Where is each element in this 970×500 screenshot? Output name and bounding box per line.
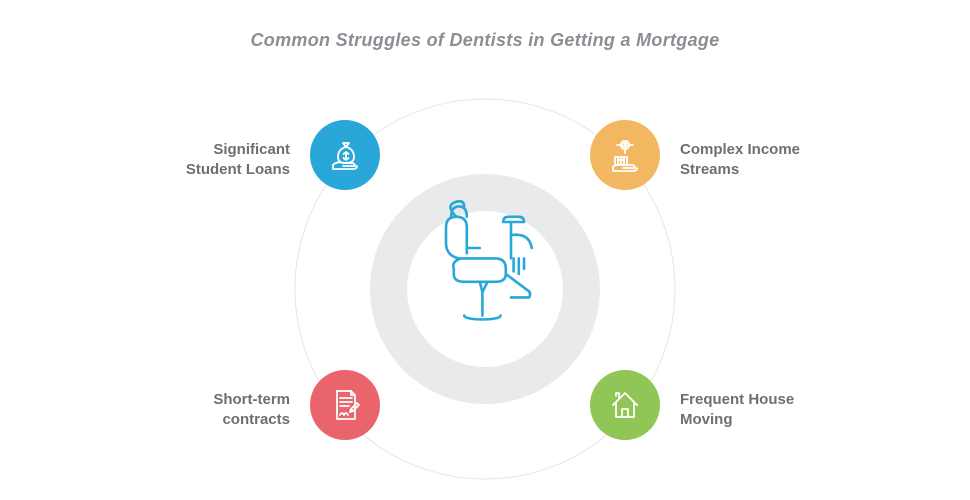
label-line: Frequent House	[680, 390, 794, 410]
income-label: Complex IncomeStreams	[680, 140, 800, 179]
label-line: contracts	[213, 410, 290, 430]
contract-icon	[325, 385, 365, 425]
moving-node	[590, 370, 660, 440]
label-line: Short-term	[213, 390, 290, 410]
label-line: Streams	[680, 160, 800, 180]
dentist-chair-icon	[420, 196, 550, 331]
income-node	[590, 120, 660, 190]
label-line: Complex Income	[680, 140, 800, 160]
money-bag-hand-icon	[325, 135, 365, 175]
house-icon	[605, 385, 645, 425]
label-line: Moving	[680, 410, 794, 430]
moving-label: Frequent HouseMoving	[680, 390, 794, 429]
label-line: Significant	[186, 140, 290, 160]
label-line: Student Loans	[186, 160, 290, 180]
loans-node	[310, 120, 380, 190]
income-streams-icon	[605, 135, 645, 175]
contracts-label: Short-termcontracts	[213, 390, 290, 429]
page-title: Common Struggles of Dentists in Getting …	[0, 30, 970, 51]
contracts-node	[310, 370, 380, 440]
loans-label: SignificantStudent Loans	[186, 140, 290, 179]
